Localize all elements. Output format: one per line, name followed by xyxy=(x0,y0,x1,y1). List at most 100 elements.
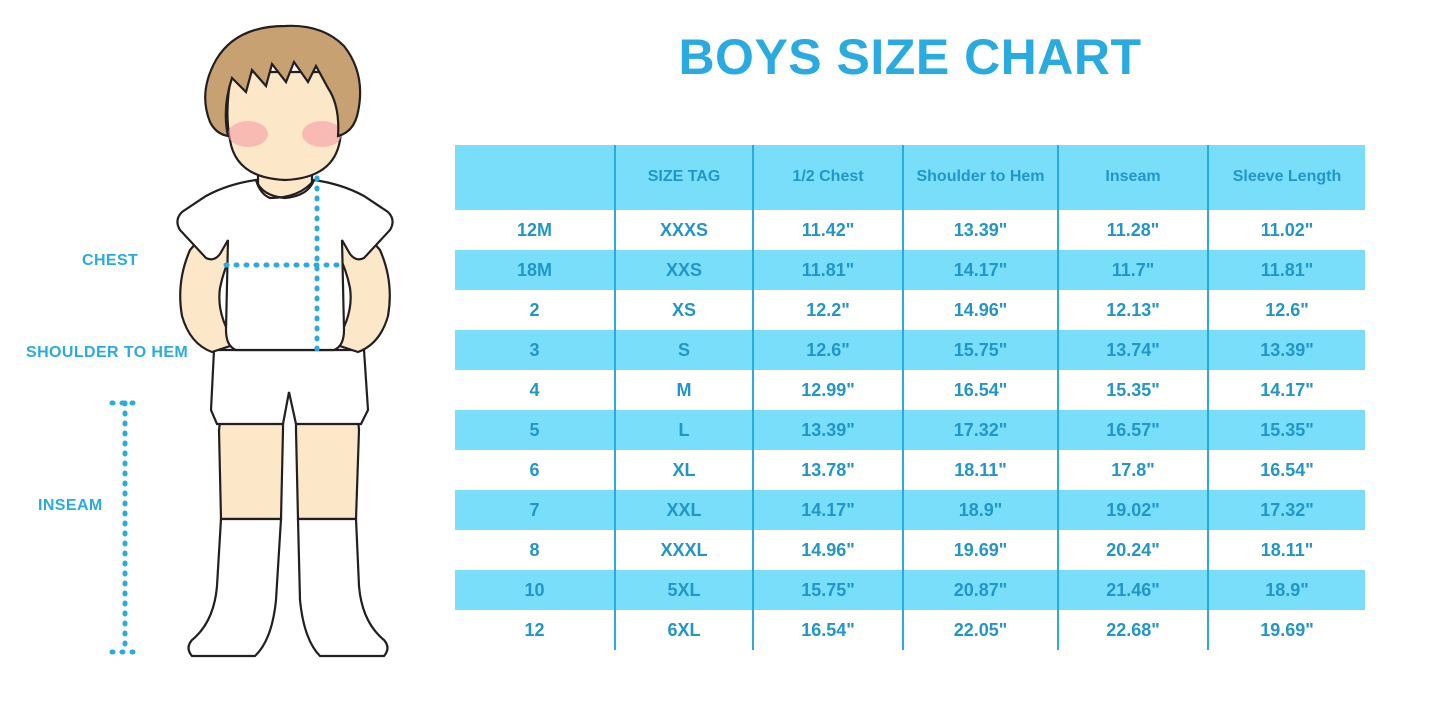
table-body: 12M XXXS 11.42" 13.39" 11.28" 11.02" 18M XXS 11.… xyxy=(455,210,1365,650)
cell-size: 2 xyxy=(455,290,615,330)
cell-value: 11.7" xyxy=(1057,250,1208,290)
table-row: 3 S 12.6" 15.75" 13.74" 13.39" xyxy=(455,330,1365,370)
cell-value: 16.54" xyxy=(902,370,1058,410)
table-row: 6 XL 13.78" 18.11" 17.8" 16.54" xyxy=(455,450,1365,490)
cell-value: XXS xyxy=(614,250,753,290)
cell-value: 12.6" xyxy=(752,330,903,370)
cell-value: 13.39" xyxy=(1207,330,1365,370)
cell-value: 12.99" xyxy=(752,370,903,410)
cell-value: 18.11" xyxy=(902,450,1058,490)
cell-value: 21.46" xyxy=(1057,570,1208,610)
cell-value: 13.39" xyxy=(752,410,903,450)
cell-value: 13.78" xyxy=(752,450,903,490)
right-sock-shape xyxy=(296,517,389,658)
column-header-inseam: Inseam xyxy=(1057,145,1208,210)
cell-size: 3 xyxy=(455,330,615,370)
cell-value: 12.2" xyxy=(752,290,903,330)
left-cheek-blush xyxy=(228,121,268,147)
cell-value: 14.17" xyxy=(752,490,903,530)
cell-value: 17.32" xyxy=(1207,490,1365,530)
cell-value: 11.42" xyxy=(752,210,903,250)
cell-value: XXXL xyxy=(614,530,753,570)
size-chart-table: SIZE TAG 1/2 Chest Shoulder to Hem Inseam Sl… xyxy=(455,145,1365,650)
cell-value: S xyxy=(614,330,753,370)
table-header: SIZE TAG 1/2 Chest Shoulder to Hem Inseam Sl… xyxy=(455,145,1365,210)
inseam-label: INSEAM xyxy=(38,497,103,514)
cell-value: 12.6" xyxy=(1207,290,1365,330)
cell-value: 20.24" xyxy=(1057,530,1208,570)
table-row: 5 L 13.39" 17.32" 16.57" 15.35" xyxy=(455,410,1365,450)
column-header-1-2-chest: 1/2 Chest xyxy=(752,145,903,210)
cell-value: 17.32" xyxy=(902,410,1058,450)
chest-label: CHEST xyxy=(82,252,139,269)
cell-value: M xyxy=(614,370,753,410)
cell-value: XXL xyxy=(614,490,753,530)
cell-value: 11.02" xyxy=(1207,210,1365,250)
cell-value: 19.69" xyxy=(902,530,1058,570)
cell-value: 17.8" xyxy=(1057,450,1208,490)
cell-value: 22.68" xyxy=(1057,610,1208,650)
tshirt-collar-shape xyxy=(254,179,316,200)
cell-size: 18M xyxy=(455,250,615,290)
column-header-size-tag: SIZE TAG xyxy=(614,145,753,210)
column-header-shoulder-to-hem: Shoulder to Hem xyxy=(902,145,1058,210)
left-sock-shape xyxy=(187,517,283,658)
table-row: 12 6XL 16.54" 22.05" 22.68" 19.69" xyxy=(455,610,1365,650)
right-arm-shape xyxy=(326,220,391,354)
table-row: 8 XXXL 14.96" 19.69" 20.24" 18.11" xyxy=(455,530,1365,570)
cell-value: 12.13" xyxy=(1057,290,1208,330)
cell-value: XXXS xyxy=(614,210,753,250)
shorts-shape xyxy=(209,348,370,426)
cell-size: 7 xyxy=(455,490,615,530)
table-row: 7 XXL 14.17" 18.9" 19.02" 17.32" xyxy=(455,490,1365,530)
cell-size: 8 xyxy=(455,530,615,570)
cell-value: 14.96" xyxy=(752,530,903,570)
cell-value: 16.54" xyxy=(752,610,903,650)
cell-value: 6XL xyxy=(614,610,753,650)
cell-size: 6 xyxy=(455,450,615,490)
table-row: 12M XXXS 11.42" 13.39" 11.28" 11.02" xyxy=(455,210,1365,250)
cell-value: 15.75" xyxy=(752,570,903,610)
shoulder-to-hem-label: SHOULDER TO HEM xyxy=(26,344,189,361)
header-row: SIZE TAG 1/2 Chest Shoulder to Hem Inseam Sl… xyxy=(455,145,1365,210)
cell-value: 14.17" xyxy=(1207,370,1365,410)
cell-value: 18.11" xyxy=(1207,530,1365,570)
cell-value: 14.96" xyxy=(902,290,1058,330)
cell-value: 14.17" xyxy=(902,250,1058,290)
cell-value: 5XL xyxy=(614,570,753,610)
cell-size: 12 xyxy=(455,610,615,650)
hair-shape xyxy=(204,24,362,138)
cell-value: 18.9" xyxy=(902,490,1058,530)
left-arm-shape xyxy=(179,220,244,354)
cell-value: 11.28" xyxy=(1057,210,1208,250)
right-cheek-blush xyxy=(302,121,342,147)
column-header-sleeve-length: Sleeve Length xyxy=(1207,145,1365,210)
page-title: BOYS SIZE CHART xyxy=(678,29,1142,85)
table-row: 18M XXS 11.81" 14.17" 11.7" 11.81" xyxy=(455,250,1365,290)
cell-value: 20.87" xyxy=(902,570,1058,610)
cell-size: 12M xyxy=(455,210,615,250)
cell-value: 18.9" xyxy=(1207,570,1365,610)
cell-value: 19.69" xyxy=(1207,610,1365,650)
cell-value: XL xyxy=(614,450,753,490)
cell-value: 22.05" xyxy=(902,610,1058,650)
table-row: 4 M 12.99" 16.54" 15.35" 14.17" xyxy=(455,370,1365,410)
cell-size: 4 xyxy=(455,370,615,410)
boy-illustration xyxy=(109,24,394,658)
cell-size: 10 xyxy=(455,570,615,610)
cell-value: L xyxy=(614,410,753,450)
cell-value: 15.75" xyxy=(902,330,1058,370)
table-row: 2 XS 12.2" 14.96" 12.13" 12.6" xyxy=(455,290,1365,330)
cell-value: 15.35" xyxy=(1207,410,1365,450)
table-row: 10 5XL 15.75" 20.87" 21.46" 18.9" xyxy=(455,570,1365,610)
cell-value: 13.74" xyxy=(1057,330,1208,370)
column-header-size xyxy=(455,145,615,210)
cell-value: 19.02" xyxy=(1057,490,1208,530)
cell-value: 13.39" xyxy=(902,210,1058,250)
cell-value: 16.54" xyxy=(1207,450,1365,490)
size-chart-container: SIZE TAG 1/2 Chest Shoulder to Hem Inseam Sl… xyxy=(455,145,1365,650)
figure-panel: CHEST SHOULDER TO HEM INSEAM xyxy=(0,0,455,723)
cell-value: 11.81" xyxy=(1207,250,1365,290)
cell-value: 15.35" xyxy=(1057,370,1208,410)
cell-value: 16.57" xyxy=(1057,410,1208,450)
